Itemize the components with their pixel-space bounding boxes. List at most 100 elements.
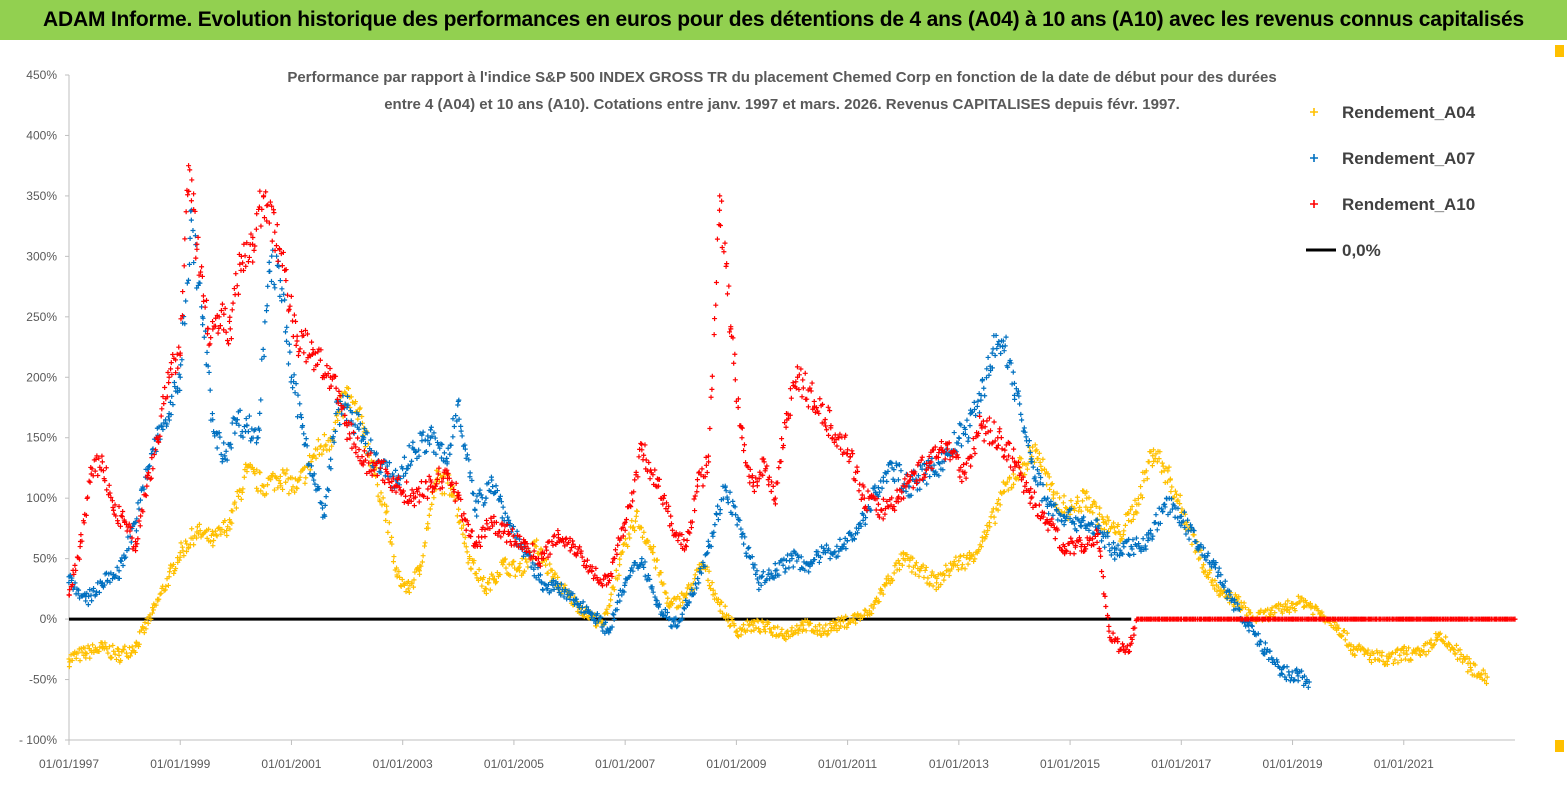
data-point <box>118 513 124 519</box>
data-point <box>228 445 234 451</box>
data-point <box>818 554 824 560</box>
data-point <box>547 561 553 567</box>
data-point <box>502 556 508 562</box>
data-point <box>1249 623 1255 629</box>
data-point <box>1242 605 1248 611</box>
data-point <box>1059 509 1065 515</box>
data-point <box>1417 652 1423 658</box>
data-point <box>157 591 163 597</box>
data-point <box>319 505 325 511</box>
performance-chart: - 100%-50%0%50%100%150%200%250%300%350%4… <box>0 40 1567 790</box>
data-point <box>800 622 806 628</box>
data-point <box>856 525 862 531</box>
data-point <box>1000 489 1006 495</box>
data-point <box>794 623 800 629</box>
data-point <box>732 504 738 510</box>
legend-label: Rendement_A07 <box>1342 149 1475 168</box>
data-point <box>1218 572 1224 578</box>
data-point <box>1111 525 1117 531</box>
data-point <box>1129 503 1135 509</box>
data-point <box>1038 463 1044 469</box>
data-point <box>1306 679 1312 685</box>
data-point <box>476 566 482 572</box>
data-point <box>299 329 305 335</box>
x-tick-label: 01/01/1997 <box>39 757 99 771</box>
data-point <box>428 427 434 433</box>
data-point <box>722 603 728 609</box>
data-point <box>202 304 208 310</box>
data-point <box>1402 656 1408 662</box>
data-point <box>223 448 229 454</box>
data-point <box>196 521 202 527</box>
data-point <box>943 562 949 568</box>
data-point <box>1169 506 1175 512</box>
data-point <box>1048 499 1054 505</box>
data-point <box>595 618 601 624</box>
data-point <box>141 486 147 492</box>
data-point <box>689 586 695 592</box>
data-point <box>790 564 796 570</box>
data-point <box>483 586 489 592</box>
data-point <box>1301 598 1307 604</box>
data-point <box>528 564 534 570</box>
data-point <box>850 616 856 622</box>
data-point <box>614 576 620 582</box>
data-point <box>1084 489 1090 495</box>
data-point <box>145 472 151 478</box>
data-point <box>490 573 496 579</box>
data-point <box>1341 628 1347 634</box>
data-point <box>1180 518 1186 524</box>
data-point <box>214 445 220 451</box>
data-point <box>169 393 175 399</box>
data-point <box>472 507 478 513</box>
data-point <box>99 453 105 459</box>
data-point <box>1163 465 1169 471</box>
data-point <box>1022 429 1028 435</box>
data-point <box>834 543 840 549</box>
x-tick-label: 01/01/2005 <box>484 757 544 771</box>
data-point <box>940 467 946 473</box>
data-point <box>1286 609 1292 615</box>
data-point <box>398 584 404 590</box>
data-point <box>122 643 128 649</box>
data-point <box>605 628 611 634</box>
data-point <box>1301 604 1307 610</box>
data-point <box>180 289 186 295</box>
data-point <box>288 374 294 380</box>
data-point <box>992 520 998 526</box>
data-point <box>441 491 447 497</box>
data-point <box>481 574 487 580</box>
data-point <box>460 522 466 528</box>
data-point <box>78 532 84 538</box>
data-point <box>163 583 169 589</box>
data-point <box>925 575 931 581</box>
data-point <box>185 277 191 283</box>
data-point <box>83 598 89 604</box>
data-point <box>267 268 273 274</box>
data-point <box>665 595 671 601</box>
data-point <box>629 565 635 571</box>
data-point <box>311 453 317 459</box>
data-point <box>927 580 933 586</box>
data-point <box>663 590 669 596</box>
data-point <box>257 470 263 476</box>
data-point <box>166 574 172 580</box>
data-point <box>809 561 815 567</box>
data-point <box>1024 466 1030 472</box>
data-point <box>322 513 328 519</box>
data-point <box>89 466 95 472</box>
data-point <box>521 553 527 559</box>
data-point <box>487 587 493 593</box>
data-point <box>1015 476 1021 482</box>
data-point <box>609 624 615 630</box>
data-point <box>1154 527 1160 533</box>
data-point <box>276 477 282 483</box>
data-point <box>246 413 252 419</box>
x-tick-label: 01/01/2013 <box>929 757 989 771</box>
data-point <box>284 338 290 344</box>
data-point <box>162 384 168 390</box>
data-point <box>272 285 278 291</box>
data-point <box>161 420 167 426</box>
data-point <box>801 626 807 632</box>
data-point <box>93 592 99 598</box>
